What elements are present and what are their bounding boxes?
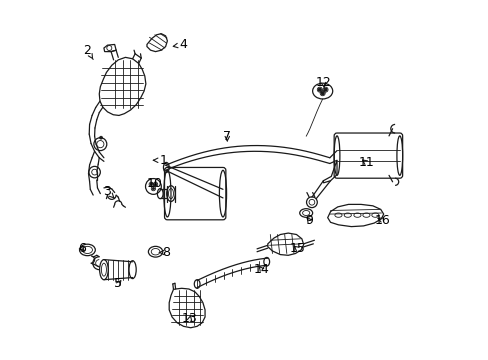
Text: 4: 4 (173, 38, 187, 51)
Text: 16: 16 (374, 214, 389, 227)
Circle shape (318, 88, 321, 91)
Text: 13: 13 (182, 311, 198, 325)
Text: 7: 7 (223, 130, 231, 144)
Text: 8: 8 (159, 246, 170, 259)
Circle shape (150, 183, 152, 185)
Text: 6: 6 (78, 242, 85, 255)
Text: 9: 9 (305, 214, 312, 227)
Text: 10: 10 (146, 177, 162, 190)
Text: 11: 11 (358, 156, 373, 169)
Text: 1: 1 (153, 154, 167, 167)
Text: 15: 15 (289, 242, 305, 255)
Text: 5: 5 (114, 278, 122, 291)
Circle shape (324, 88, 326, 91)
Text: 12: 12 (315, 76, 330, 89)
Circle shape (100, 136, 102, 139)
Circle shape (154, 183, 156, 185)
Text: 2: 2 (83, 44, 93, 59)
Circle shape (152, 188, 154, 190)
Text: 14: 14 (253, 263, 269, 276)
Text: 3: 3 (103, 185, 114, 198)
Circle shape (321, 92, 324, 95)
